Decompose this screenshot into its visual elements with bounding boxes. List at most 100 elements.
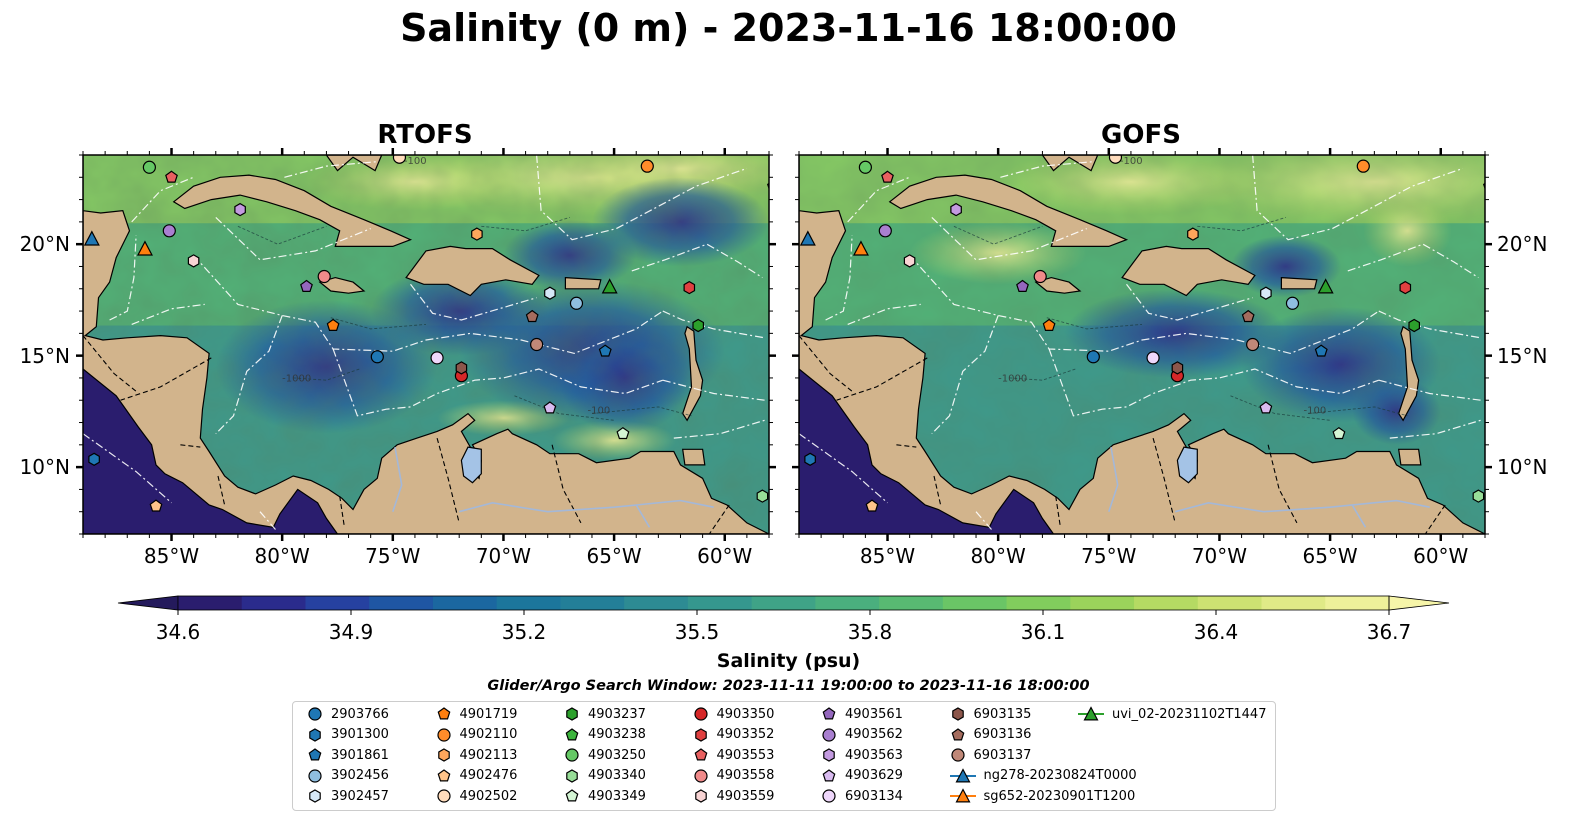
map-rtofs: -100 -1000 -100 (83, 155, 769, 534)
legend-label: 6903136 (973, 727, 1032, 742)
colorbar-bin (178, 596, 243, 610)
lat-tick-label: 15°N (1497, 343, 1548, 368)
colorbar-bin (1261, 596, 1326, 610)
legend-symbol (951, 727, 964, 740)
legend-label: 4903562 (845, 727, 903, 742)
legend-label: 4903561 (845, 706, 903, 722)
legend-label: 3902456 (331, 768, 389, 783)
legend-item: 3901300 (307, 725, 389, 745)
legend-label: 4903349 (588, 788, 646, 804)
search-window-caption: Glider/Argo Search Window: 2023-11-11 19… (487, 678, 1090, 694)
land-puertoRico (1280, 276, 1318, 290)
legend-label: 4903340 (588, 768, 646, 783)
legend-marker-4903350 (693, 707, 708, 721)
legend-item: ng278-20230824T0000 (949, 766, 1137, 786)
land-hispaniola (1121, 245, 1256, 297)
legend-marker-4903250 (565, 748, 579, 762)
colorbar-label: Salinity (psu) (716, 650, 861, 672)
observation-marker-4901719 (326, 318, 340, 331)
legend-marker-4903238 (565, 727, 579, 740)
legend-item: 4903350 (693, 704, 775, 724)
legend-symbol (694, 789, 707, 803)
observation-marker-sg652-20230901T1200 (136, 240, 153, 256)
legend-label: 2903766 (331, 706, 389, 722)
legend-label: 3901861 (331, 747, 389, 763)
observation-marker-4903340 (1472, 489, 1485, 503)
legend-symbol (565, 748, 579, 762)
legend-item: 4903250 (564, 745, 646, 765)
legend-symbol (436, 727, 451, 742)
observation-marker-4903562 (878, 224, 892, 238)
lon-tick-label: 65°W (1302, 544, 1358, 568)
lon-tick-label: 75°W (365, 544, 421, 568)
legend-symbol (437, 748, 450, 762)
colorbar-tick-label: 34.6 (155, 620, 201, 644)
legend-marker-4903553 (694, 748, 707, 761)
bathymetry-contour-label: -100 (1304, 406, 1327, 417)
lon-tick-label: 80°W (970, 544, 1026, 568)
legend-symbol (565, 789, 579, 802)
map-gofs: -100 -1000 -100 (799, 155, 1485, 534)
colorbar-tick-label: 35.2 (501, 620, 547, 644)
observation-marker-3901300 (804, 452, 816, 466)
colorbar-bin (624, 596, 689, 610)
legend-item: 4902502 (436, 786, 517, 806)
colorbar (117, 595, 1450, 615)
observation-marker-4902113 (1187, 227, 1199, 241)
legend-item: 4903238 (564, 725, 646, 745)
legend-item: 4903237 (564, 704, 646, 724)
legend-marker-4901719 (437, 707, 450, 720)
observation-marker-4903349 (616, 426, 630, 440)
lat-tick-label: 20°N (1497, 232, 1548, 257)
legend-item: 4902476 (436, 766, 518, 786)
panel-title-rtofs: RTOFS (377, 120, 473, 150)
lat-tick-label: 20°N (19, 232, 70, 257)
legend-marker-4902476 (437, 768, 450, 781)
legend-marker-4903352 (694, 727, 707, 742)
legend-label: 4903629 (845, 768, 903, 783)
legend-symbol (309, 727, 321, 742)
legend-label: 4903563 (845, 747, 903, 763)
land-jamaica (318, 276, 366, 294)
legend-marker-4902110 (436, 727, 451, 742)
map-frame (798, 154, 1486, 535)
observation-marker-4903237 (692, 318, 705, 333)
legend-label: 4902476 (459, 768, 518, 783)
observation-marker-2903766 (370, 350, 384, 364)
legend-marker-4903349 (565, 789, 579, 802)
legend-item: 2903766 (307, 704, 389, 724)
colorbar-bin (1006, 596, 1071, 610)
colorbar-bin (1197, 596, 1263, 610)
observation-marker-4903250 (142, 160, 156, 174)
observation-marker-4902476 (865, 499, 879, 512)
lat-tick-label: 10°N (1497, 455, 1548, 480)
observation-marker-4903553 (881, 170, 894, 183)
legend-symbol (565, 727, 579, 740)
lon-tick-label: 70°W (475, 544, 532, 568)
observation-marker-3902457 (544, 286, 556, 300)
legend-symbol (822, 789, 836, 803)
observation-marker-4902502 (1108, 155, 1123, 164)
legend-marker-4903559 (694, 789, 707, 803)
colorbar-bin (369, 596, 434, 610)
legend-marker-4903558 (693, 768, 708, 783)
observation-marker-6903135 (455, 361, 468, 375)
legend-item: 6903136 (950, 725, 1032, 745)
colorbar-tick-label: 36.7 (1366, 620, 1412, 644)
observation-marker-4903559 (187, 254, 200, 268)
observation-marker-4903563 (950, 202, 962, 217)
legend-label: 4903350 (716, 706, 775, 722)
legend-symbol (693, 768, 708, 783)
observation-marker-4903561 (1016, 279, 1029, 292)
legend-item: 6903134 (821, 786, 903, 806)
observation-marker-4903559 (903, 254, 916, 268)
legend-item: uvi_02-20231102T1447 (1078, 704, 1266, 724)
land-bahamas (325, 155, 383, 172)
observation-marker-4903352 (1399, 280, 1412, 295)
legend-symbol (694, 727, 707, 742)
lon-tick-label: 60°W (1413, 544, 1469, 568)
lon-tick-label: 65°W (586, 544, 642, 568)
lon-tick-label: 85°W (143, 544, 200, 568)
legend-marker-3902456 (308, 768, 322, 783)
